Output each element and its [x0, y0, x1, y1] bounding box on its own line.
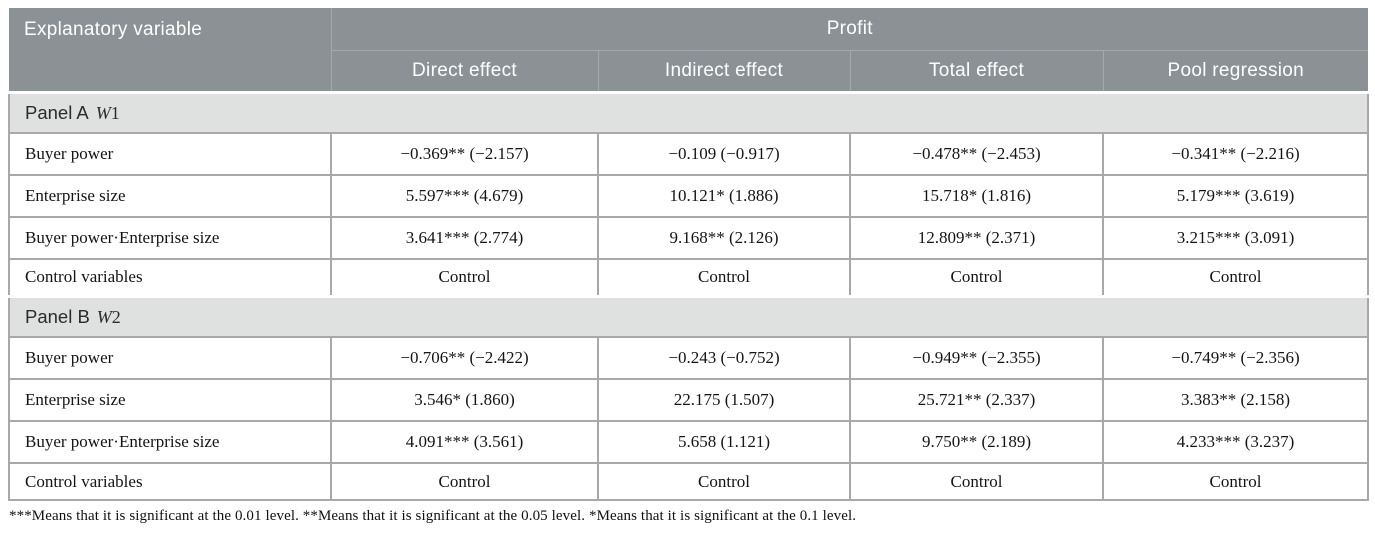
- cell-value: Control: [330, 258, 599, 297]
- cell-value: 5.597*** (4.679): [330, 174, 599, 218]
- column-header-profit: Profit: [331, 8, 1369, 51]
- header-row-top: Explanatory variable Profit: [9, 8, 1369, 94]
- cell-value: 10.121* (1.886): [597, 174, 851, 218]
- panel-a-header-cell: Panel A W1: [7, 90, 1370, 134]
- cell-value: 5.179*** (3.619): [1101, 174, 1370, 218]
- cell-value: 4.233*** (3.237): [1101, 420, 1370, 464]
- row-label: Buyer power·Enterprise size: [8, 216, 332, 260]
- cell-value: −0.243 (−0.752): [597, 336, 851, 380]
- cell-value: −0.369** (−2.157): [330, 132, 599, 176]
- cell-value: Control: [1101, 258, 1370, 297]
- cell-value: −0.706** (−2.422): [330, 336, 599, 380]
- cell-value: −0.949** (−2.355): [849, 336, 1104, 380]
- row-label: Enterprise size: [8, 378, 332, 422]
- cell-value: −0.109 (−0.917): [597, 132, 851, 176]
- column-header-total-effect: Total effect: [849, 50, 1103, 94]
- table-row-buyer-power-a: Buyer power −0.369** (−2.157) −0.109 (−0…: [8, 132, 1370, 176]
- table-row-control-variables-b: Control variables Control Control Contro…: [8, 462, 1370, 501]
- cell-value: 12.809** (2.371): [849, 216, 1104, 260]
- table-row-enterprise-size-b: Enterprise size 3.546* (1.860) 22.175 (1…: [8, 378, 1370, 422]
- table-row-enterprise-size-a: Enterprise size 5.597*** (4.679) 10.121*…: [8, 174, 1370, 218]
- cell-value: 15.718* (1.816): [849, 174, 1104, 218]
- weight-matrix-index: 1: [110, 102, 120, 123]
- table-body: Panel A W1 Buyer power −0.369** (−2.157) …: [7, 90, 1370, 501]
- cell-value: 9.168** (2.126): [597, 216, 851, 260]
- regression-results-table: Explanatory variable Profit Direct effec…: [7, 8, 1370, 501]
- row-label: Control variables: [8, 258, 332, 297]
- weight-matrix-letter: W: [96, 306, 112, 327]
- column-header-direct-effect: Direct effect: [331, 50, 598, 94]
- column-header-pool-regression: Pool regression: [1102, 50, 1369, 94]
- panel-a-band: Panel A W1: [7, 90, 1370, 134]
- row-label: Control variables: [8, 462, 332, 501]
- cell-value: Control: [849, 462, 1104, 501]
- cell-value: Control: [849, 258, 1104, 297]
- cell-value: 3.383** (2.158): [1101, 378, 1370, 422]
- cell-value: 3.546* (1.860): [330, 378, 599, 422]
- table-header: Explanatory variable Profit Direct effec…: [9, 8, 1369, 94]
- significance-footnote: ***Means that it is significant at the 0…: [9, 508, 857, 524]
- panel-b-label: Panel B: [25, 305, 90, 327]
- cell-value: −0.341** (−2.216): [1101, 132, 1370, 176]
- cell-value: 22.175 (1.507): [597, 378, 851, 422]
- cell-value: −0.478** (−2.453): [849, 132, 1104, 176]
- table-row-interaction-a: Buyer power·Enterprise size 3.641*** (2.…: [8, 216, 1370, 260]
- cell-value: 3.641*** (2.774): [330, 216, 599, 260]
- row-label: Buyer power: [8, 336, 332, 380]
- panel-a-weight-matrix: W1: [96, 103, 120, 123]
- table-figure: Explanatory variable Profit Direct effec…: [7, 8, 1370, 524]
- cell-value: 25.721** (2.337): [849, 378, 1104, 422]
- column-header-indirect-effect: Indirect effect: [597, 50, 850, 94]
- panel-b-band: Panel B W2: [7, 294, 1370, 338]
- column-header-explanatory-variable: Explanatory variable: [9, 8, 332, 94]
- cell-value: 5.658 (1.121): [597, 420, 851, 464]
- header-row-sub: Direct effect Indirect effect Total effe…: [9, 50, 1369, 94]
- cell-value: Control: [597, 462, 851, 501]
- cell-value: Control: [1101, 462, 1370, 501]
- cell-value: 9.750** (2.189): [849, 420, 1104, 464]
- table-row-interaction-b: Buyer power·Enterprise size 4.091*** (3.…: [8, 420, 1370, 464]
- weight-matrix-index: 2: [111, 306, 121, 327]
- cell-value: 4.091*** (3.561): [330, 420, 599, 464]
- row-label: Buyer power: [8, 132, 332, 176]
- panel-b-weight-matrix: W2: [97, 307, 121, 327]
- row-label: Buyer power·Enterprise size: [8, 420, 332, 464]
- cell-value: Control: [330, 462, 599, 501]
- cell-value: 3.215*** (3.091): [1101, 216, 1370, 260]
- cell-value: −0.749** (−2.356): [1101, 336, 1370, 380]
- table-row-buyer-power-b: Buyer power −0.706** (−2.422) −0.243 (−0…: [8, 336, 1370, 380]
- cell-value: Control: [597, 258, 851, 297]
- panel-b-header-cell: Panel B W2: [7, 294, 1370, 338]
- table-row-control-variables-a: Control variables Control Control Contro…: [8, 258, 1370, 297]
- row-label: Enterprise size: [8, 174, 332, 218]
- weight-matrix-letter: W: [95, 102, 111, 123]
- panel-a-label: Panel A: [25, 101, 89, 123]
